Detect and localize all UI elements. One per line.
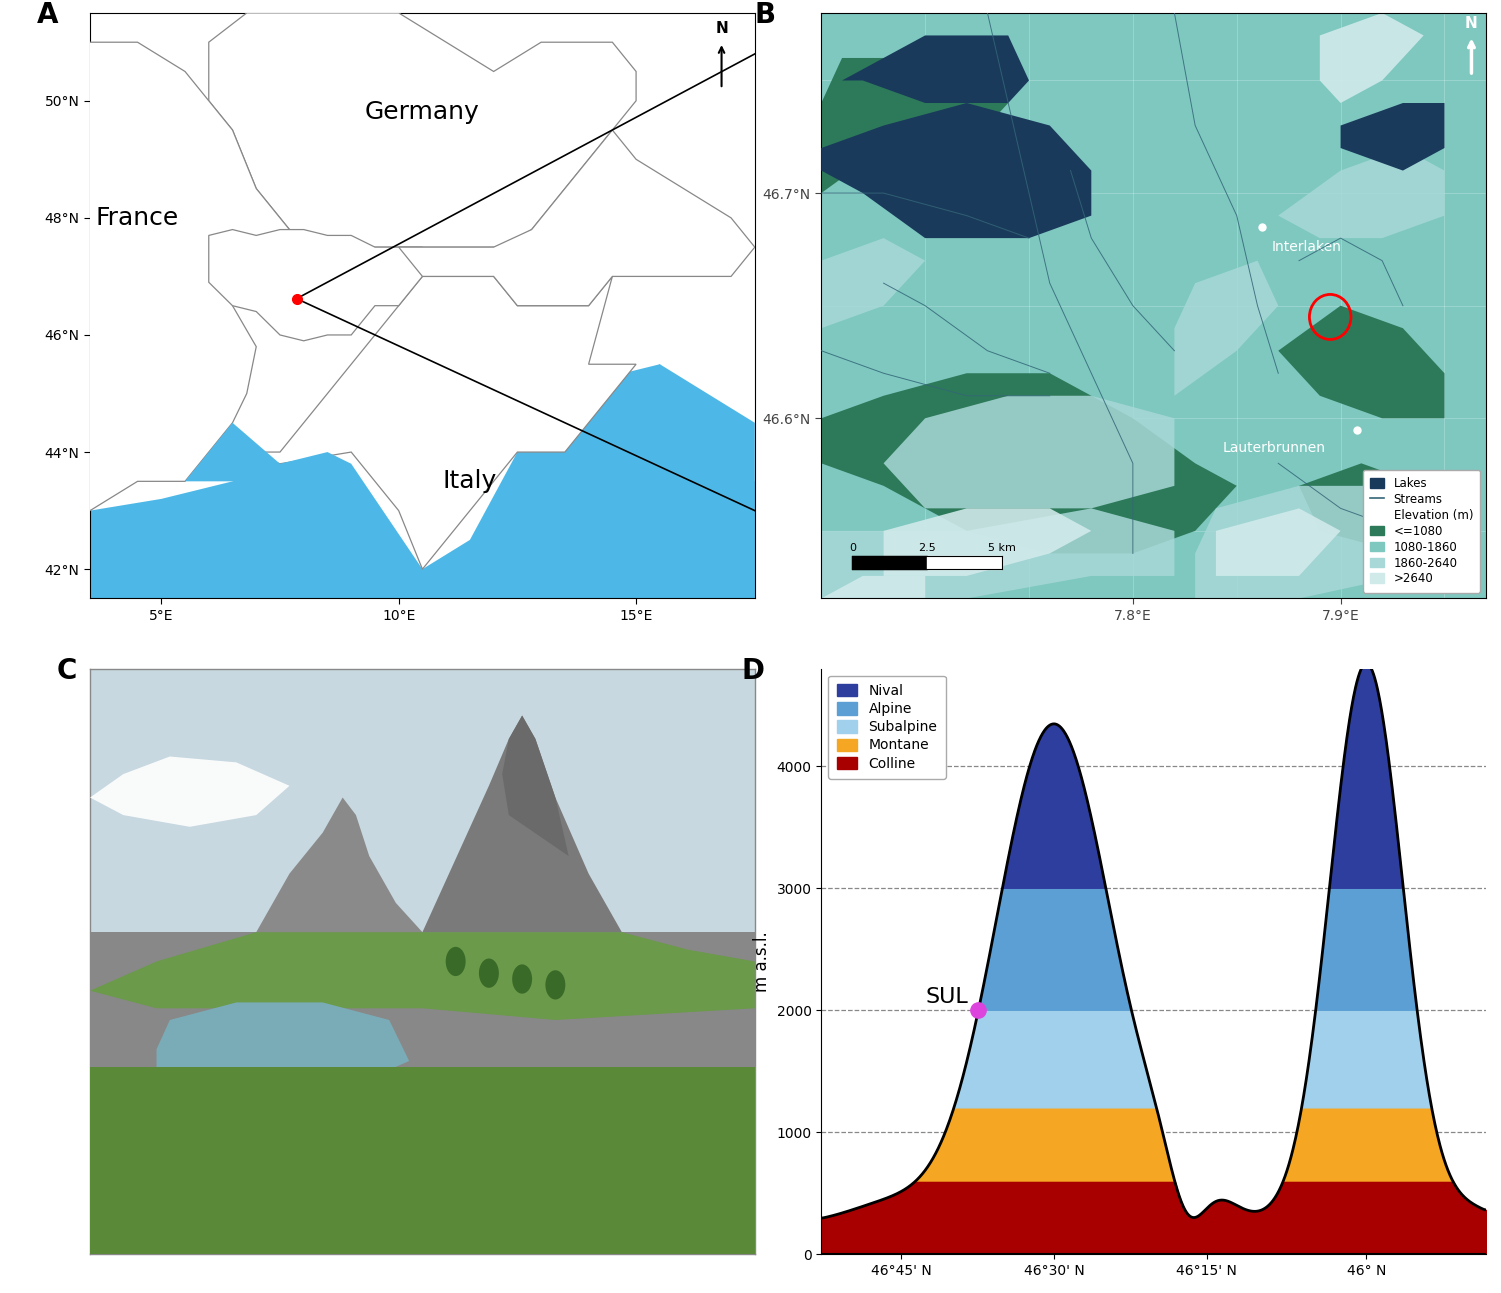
Polygon shape xyxy=(1319,13,1423,103)
Polygon shape xyxy=(494,365,636,453)
Text: Lauterbrunnen: Lauterbrunnen xyxy=(1223,441,1325,455)
Text: C: C xyxy=(57,657,77,685)
Text: Austria: Austria xyxy=(575,220,648,239)
Polygon shape xyxy=(209,13,636,247)
Bar xyxy=(90,1067,755,1254)
Text: N: N xyxy=(714,22,728,36)
Polygon shape xyxy=(90,932,755,1020)
Polygon shape xyxy=(1298,463,1444,553)
Polygon shape xyxy=(399,131,755,305)
Polygon shape xyxy=(185,423,351,481)
Ellipse shape xyxy=(545,970,566,999)
Text: Italy: Italy xyxy=(443,469,497,494)
Polygon shape xyxy=(246,277,636,569)
Polygon shape xyxy=(90,365,755,599)
Y-axis label: m a.s.l.: m a.s.l. xyxy=(754,931,772,992)
Text: B: B xyxy=(755,1,776,30)
Text: Interlaken: Interlaken xyxy=(1271,240,1342,255)
Polygon shape xyxy=(1279,305,1444,418)
Text: 5 km: 5 km xyxy=(988,543,1016,553)
Polygon shape xyxy=(842,35,1030,103)
Polygon shape xyxy=(1279,147,1444,238)
Text: 2.5: 2.5 xyxy=(919,543,937,553)
Polygon shape xyxy=(503,715,569,856)
Polygon shape xyxy=(821,575,925,599)
Ellipse shape xyxy=(512,965,531,993)
Polygon shape xyxy=(821,103,1091,238)
Polygon shape xyxy=(821,58,967,193)
Text: N: N xyxy=(1465,16,1478,31)
Polygon shape xyxy=(821,58,1009,171)
Polygon shape xyxy=(156,1002,410,1085)
Text: SUL: SUL xyxy=(926,987,968,1006)
Polygon shape xyxy=(821,508,1174,599)
Polygon shape xyxy=(884,396,1174,508)
Legend: Nival, Alpine, Subalpine, Montane, Colline: Nival, Alpine, Subalpine, Montane, Colli… xyxy=(829,676,946,778)
Polygon shape xyxy=(821,238,925,328)
Polygon shape xyxy=(257,798,422,932)
Polygon shape xyxy=(0,43,294,511)
Text: 0: 0 xyxy=(850,543,856,553)
Polygon shape xyxy=(1174,261,1279,396)
Ellipse shape xyxy=(479,958,498,988)
Polygon shape xyxy=(209,230,422,341)
Text: D: D xyxy=(741,657,764,685)
Polygon shape xyxy=(90,756,290,826)
Polygon shape xyxy=(884,508,1091,575)
Polygon shape xyxy=(1216,508,1340,575)
Polygon shape xyxy=(422,715,621,932)
Polygon shape xyxy=(1195,486,1444,599)
Text: A: A xyxy=(38,1,59,30)
Polygon shape xyxy=(821,374,1237,553)
Polygon shape xyxy=(518,365,755,599)
Polygon shape xyxy=(1340,103,1444,171)
Legend: Lakes, Streams, Elevation (m), <=1080, 1080-1860, 1860-2640, >2640: Lakes, Streams, Elevation (m), <=1080, 1… xyxy=(1363,469,1480,592)
Text: Switzerland: Switzerland xyxy=(261,268,366,286)
Text: France: France xyxy=(96,206,179,230)
Text: Germany: Germany xyxy=(365,101,480,124)
Ellipse shape xyxy=(446,946,465,976)
Bar xyxy=(90,668,755,932)
